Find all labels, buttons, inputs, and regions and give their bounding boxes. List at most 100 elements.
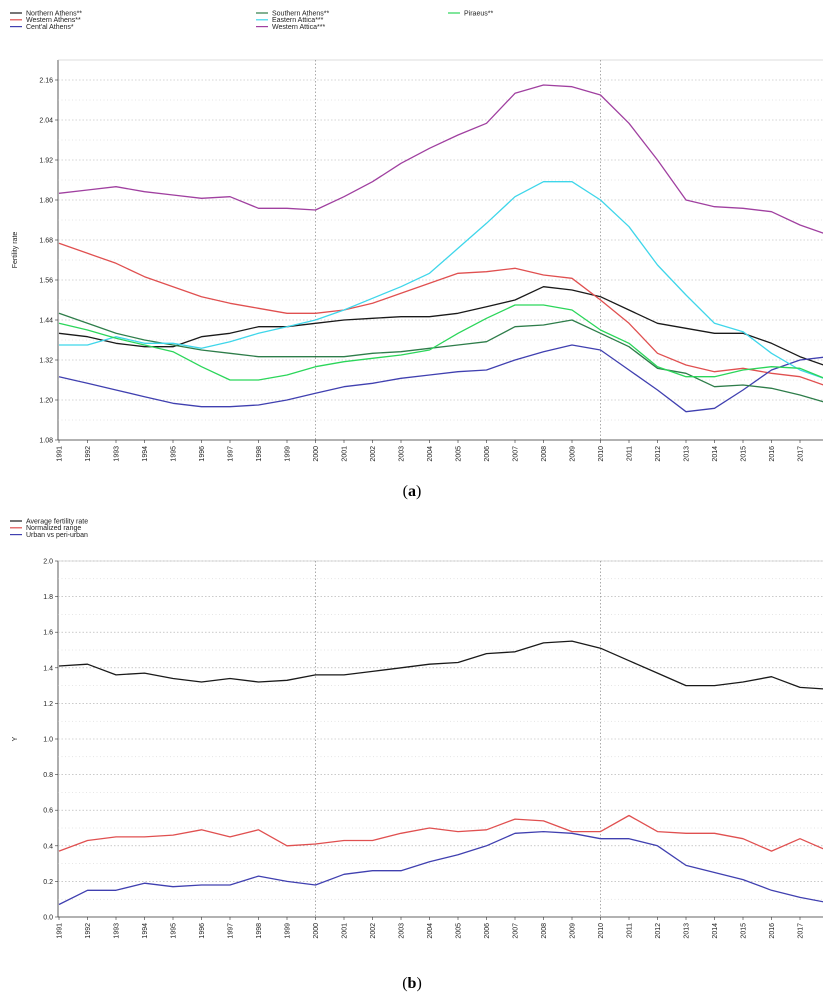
x-tick-label: 2000 [313, 923, 320, 939]
x-tick-label: 1991 [57, 923, 64, 939]
y-tick-label: 1.4 [43, 665, 53, 672]
x-tick-label: 2002 [370, 446, 377, 462]
x-tick-label: 2014 [712, 446, 719, 462]
x-tick-label: 1997 [228, 923, 235, 939]
x-tick-label: 1991 [57, 446, 64, 462]
x-tick-label: 2003 [399, 923, 406, 939]
x-tick-label: 2014 [712, 923, 719, 939]
x-tick-label: 2016 [769, 923, 776, 939]
y-tick-label: 0.0 [43, 915, 53, 922]
y-tick-label: 1.32 [39, 358, 53, 365]
x-tick-label: 2003 [399, 446, 406, 462]
legend-label: Urban vs peri-urban [26, 532, 88, 539]
series-line [58, 286, 823, 366]
x-tick-label: 2001 [342, 923, 349, 939]
x-tick-label: 2006 [484, 923, 491, 939]
x-tick-label: 2009 [570, 446, 577, 462]
legend-label: Eastern Attica*** [272, 17, 324, 24]
x-tick-label: 2007 [513, 446, 520, 462]
x-tick-label: 2010 [598, 446, 605, 462]
x-tick-label: 2010 [598, 923, 605, 939]
x-tick-label: 2009 [570, 923, 577, 939]
x-tick-label: 2011 [627, 923, 634, 938]
x-tick-label: 2017 [798, 923, 805, 939]
x-tick-label: 2004 [427, 446, 434, 462]
x-tick-label: 1998 [256, 923, 263, 939]
y-tick-label: 2.16 [39, 78, 53, 85]
x-tick-label: 1993 [114, 446, 121, 462]
legend-label: Western Attica*** [272, 24, 325, 31]
x-tick-label: 2013 [684, 446, 691, 462]
series-line [58, 312, 823, 403]
x-tick-label: 2017 [798, 446, 805, 462]
x-tick-label: 2012 [655, 923, 662, 939]
y-tick-label: 0.2 [43, 879, 53, 886]
legend-label: Average fertility rate [26, 518, 88, 525]
y-tick-label: 1.68 [39, 238, 53, 245]
x-tick-label: 2001 [342, 446, 349, 462]
x-tick-label: 2015 [741, 446, 748, 462]
x-tick-label: 2004 [427, 923, 434, 939]
y-tick-label: 1.6 [43, 630, 53, 637]
x-tick-label: 2016 [769, 446, 776, 462]
y-tick-label: 1.80 [39, 198, 53, 205]
series-line [58, 304, 823, 381]
y-tick-label: 1.08 [39, 438, 53, 445]
chart-b: 0.0 0.2 0.4 0.6 0.8 1.0 1.2 1.4 1.6 1.8 2.0 1991 199… [10, 518, 823, 939]
chart-a: 1.08 1.20 1.32 1.44 1.56 1.68 1.80 1.92 2.04 2.16… [10, 10, 823, 462]
y-tick-label: 0.6 [43, 808, 53, 815]
legend-label: Western Athens** [26, 17, 81, 24]
y-tick-label: 1.92 [39, 158, 53, 165]
x-tick-label: 2000 [313, 446, 320, 462]
series-line [59, 181, 823, 379]
x-tick-label: 1995 [171, 923, 178, 939]
y-tick-label: 0.8 [43, 772, 53, 779]
x-tick-label: 1992 [85, 923, 92, 939]
x-tick-label: 2013 [684, 923, 691, 939]
y-tick-label: 1.8 [43, 594, 53, 601]
y-axis-label: Y [12, 736, 19, 741]
legend-label: Cent'al Athens* [26, 24, 74, 31]
legend-label: Normalized range [26, 525, 81, 532]
x-tick-label: 1996 [199, 923, 206, 939]
legend-label: Piraeus** [464, 10, 493, 17]
legend-label: Southern Athens** [272, 10, 329, 17]
x-tick-label: 2015 [741, 923, 748, 939]
x-tick-label: 1996 [199, 446, 206, 462]
x-tick-label: 1995 [171, 446, 178, 462]
y-tick-label: 2.04 [39, 118, 53, 125]
y-tick-label: 0.4 [43, 843, 53, 850]
x-tick-label: 2005 [456, 446, 463, 462]
x-tick-label: 2005 [456, 923, 463, 939]
series-line [58, 242, 823, 386]
x-tick-label: 1999 [285, 446, 292, 462]
x-tick-label: 2008 [541, 923, 548, 939]
y-tick-label: 1.2 [43, 701, 53, 708]
x-tick-label: 1992 [85, 446, 92, 462]
x-tick-label: 2002 [370, 923, 377, 939]
x-tick-label: 1999 [285, 923, 292, 939]
x-tick-label: 1998 [256, 446, 263, 462]
y-tick-label: 1.20 [39, 398, 53, 405]
caption-b: (b) [402, 975, 422, 992]
series-line [58, 344, 823, 413]
y-tick-label: 1.0 [43, 737, 53, 744]
x-tick-label: 2012 [655, 446, 662, 462]
series-line [58, 814, 823, 852]
x-tick-label: 1993 [114, 923, 121, 939]
x-tick-label: 2007 [513, 923, 520, 939]
y-tick-label: 1.56 [39, 278, 53, 285]
series-line [58, 640, 823, 690]
x-tick-label: 1994 [142, 446, 149, 462]
x-tick-label: 2006 [484, 446, 491, 462]
series-line [58, 84, 823, 234]
x-tick-label: 2011 [627, 446, 634, 461]
y-tick-label: 2.0 [43, 559, 53, 566]
legend-label: Northern Athens** [26, 10, 82, 17]
y-axis-label: Fertility rate [12, 232, 19, 269]
caption-a: (a) [402, 483, 422, 500]
y-tick-label: 1.44 [39, 318, 53, 325]
x-tick-label: 2008 [541, 446, 548, 462]
series-group [58, 84, 823, 413]
